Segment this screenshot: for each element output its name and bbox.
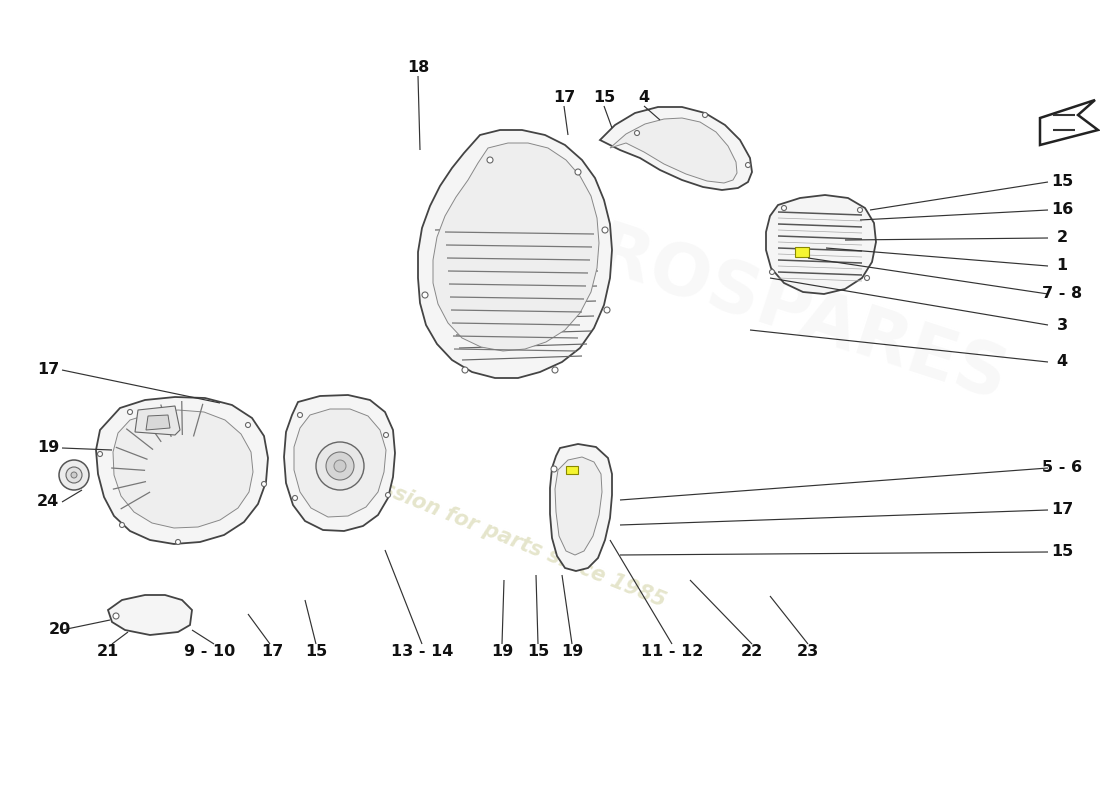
Circle shape — [384, 433, 388, 438]
Polygon shape — [284, 395, 395, 531]
Circle shape — [326, 452, 354, 480]
Text: 1: 1 — [1056, 258, 1068, 274]
Text: 13 - 14: 13 - 14 — [390, 645, 453, 659]
Text: 20: 20 — [48, 622, 72, 638]
Circle shape — [575, 169, 581, 175]
Circle shape — [59, 460, 89, 490]
Text: 16: 16 — [1050, 202, 1074, 218]
Circle shape — [66, 467, 82, 483]
Polygon shape — [418, 130, 612, 378]
Polygon shape — [766, 195, 876, 294]
Bar — [795, 247, 808, 257]
Circle shape — [858, 207, 862, 213]
Circle shape — [746, 162, 750, 167]
Text: 24: 24 — [37, 494, 59, 510]
Polygon shape — [550, 444, 612, 571]
Polygon shape — [108, 595, 192, 635]
Circle shape — [422, 292, 428, 298]
Polygon shape — [135, 406, 180, 435]
Polygon shape — [600, 107, 752, 190]
Circle shape — [635, 130, 639, 135]
Text: 15: 15 — [305, 645, 327, 659]
Text: 15: 15 — [1050, 174, 1074, 190]
Text: 2: 2 — [1056, 230, 1068, 246]
Text: 15: 15 — [593, 90, 615, 106]
Circle shape — [120, 522, 124, 527]
Text: 17: 17 — [1050, 502, 1074, 518]
Circle shape — [316, 442, 364, 490]
Circle shape — [462, 367, 468, 373]
Circle shape — [293, 495, 297, 501]
Circle shape — [781, 206, 786, 210]
Polygon shape — [1040, 100, 1098, 145]
Polygon shape — [556, 457, 602, 555]
Text: 19: 19 — [561, 645, 583, 659]
Circle shape — [128, 410, 132, 414]
Circle shape — [262, 482, 266, 486]
Text: 7 - 8: 7 - 8 — [1042, 286, 1082, 302]
Circle shape — [865, 275, 869, 281]
Text: EUROSPARES: EUROSPARES — [484, 184, 1015, 416]
Polygon shape — [610, 118, 737, 183]
Text: 4: 4 — [638, 90, 650, 106]
Circle shape — [770, 270, 774, 274]
Circle shape — [604, 307, 611, 313]
Polygon shape — [146, 415, 170, 430]
Text: 17: 17 — [37, 362, 59, 378]
Text: 17: 17 — [261, 645, 283, 659]
Circle shape — [98, 451, 102, 457]
Text: 19: 19 — [37, 441, 59, 455]
Text: 17: 17 — [553, 90, 575, 106]
Circle shape — [245, 422, 251, 427]
Circle shape — [176, 539, 180, 545]
Circle shape — [113, 613, 119, 619]
Text: 11 - 12: 11 - 12 — [641, 645, 703, 659]
Circle shape — [72, 472, 77, 478]
Polygon shape — [113, 410, 253, 528]
Text: 22: 22 — [741, 645, 763, 659]
Text: 4: 4 — [1056, 354, 1068, 370]
Text: 18: 18 — [407, 61, 429, 75]
Circle shape — [385, 493, 390, 498]
Text: 15: 15 — [1050, 545, 1074, 559]
Circle shape — [487, 157, 493, 163]
Text: a passion for parts since 1985: a passion for parts since 1985 — [332, 459, 669, 610]
Circle shape — [551, 466, 557, 472]
Circle shape — [703, 113, 707, 118]
Circle shape — [552, 367, 558, 373]
Circle shape — [297, 413, 302, 418]
Text: 3: 3 — [1056, 318, 1068, 333]
Polygon shape — [96, 397, 268, 544]
Text: 21: 21 — [97, 645, 119, 659]
Bar — [566, 466, 578, 474]
Text: 5 - 6: 5 - 6 — [1042, 461, 1082, 475]
Text: 23: 23 — [796, 645, 820, 659]
Polygon shape — [433, 143, 600, 351]
Text: 19: 19 — [491, 645, 513, 659]
Circle shape — [334, 460, 346, 472]
Circle shape — [602, 227, 608, 233]
Text: 15: 15 — [527, 645, 549, 659]
Text: 9 - 10: 9 - 10 — [185, 645, 235, 659]
Polygon shape — [294, 409, 386, 517]
